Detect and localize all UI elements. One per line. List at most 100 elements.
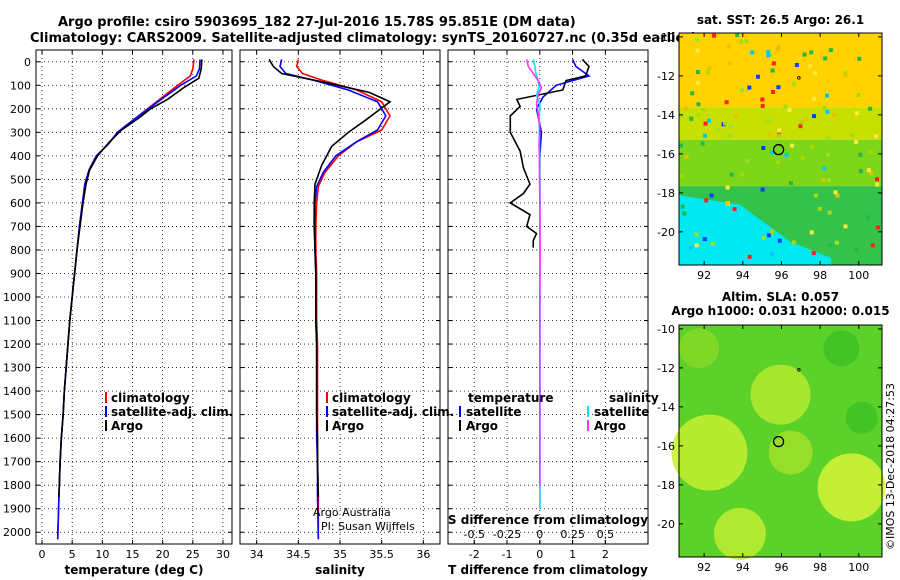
field-speck <box>682 211 687 216</box>
profile-location-marker <box>772 435 785 448</box>
field-speck <box>769 252 774 257</box>
x-tick-label: 0 <box>536 548 543 561</box>
field-speck <box>776 85 781 90</box>
field-speck <box>701 107 706 112</box>
field-speck <box>870 243 875 248</box>
secondary-x-tick-label: -0.5 <box>463 528 484 541</box>
field-speck <box>707 118 712 123</box>
field-speck <box>761 235 766 240</box>
field-speck <box>824 93 829 98</box>
map-x-tick-label: 96 <box>774 561 788 574</box>
legend-label: Argo <box>466 419 498 433</box>
series-line-satellite <box>535 59 591 509</box>
field-speck <box>689 116 694 121</box>
legend-label: satellite <box>594 405 649 419</box>
field-speck <box>706 70 711 75</box>
field-speck <box>770 150 775 155</box>
x-tick-label: 1 <box>569 548 576 561</box>
field-speck <box>868 149 873 154</box>
field-speck <box>875 182 880 187</box>
series-line-salinity_satellite <box>532 59 541 509</box>
sla-map-subtitle: Argo h1000: 0.031 h2000: 0.015 <box>671 304 889 318</box>
field-speck <box>724 100 729 105</box>
plot-frame <box>239 49 441 545</box>
field-speck <box>826 152 831 157</box>
field-speck <box>809 144 814 149</box>
field-speck <box>791 240 796 245</box>
field-speck <box>866 215 871 220</box>
field-speck <box>812 96 817 101</box>
field-speck <box>723 121 728 126</box>
x-tick-label: 20 <box>156 548 170 561</box>
field-speck <box>709 193 714 198</box>
x-tick-label: 30 <box>216 548 230 561</box>
legend-label: satellite <box>466 405 521 419</box>
field-speck <box>745 159 750 164</box>
legend-label: Argo <box>332 419 364 433</box>
field-speck <box>727 44 732 49</box>
field-speck <box>702 237 707 242</box>
field-speck <box>760 187 765 192</box>
field-speck <box>798 124 803 129</box>
field-speck <box>866 168 871 173</box>
x-axis-label: T difference from climatology <box>448 563 648 577</box>
field-speck <box>679 143 684 148</box>
field-speck <box>832 112 837 117</box>
map-y-tick-label: -18 <box>657 187 675 200</box>
sst-map-title: sat. SST: 26.5 Argo: 26.1 <box>697 13 864 27</box>
series-line-salinity_argo <box>525 59 543 486</box>
field-blob <box>817 453 886 522</box>
profile-location-marker <box>772 143 785 156</box>
field-speck <box>766 233 771 238</box>
field-speck <box>732 207 737 212</box>
field-speck <box>680 114 685 119</box>
field-speck <box>770 229 775 234</box>
field-speck <box>775 47 780 52</box>
legend-label: satellite-adj. clim. <box>332 405 454 419</box>
field-speck <box>696 113 701 118</box>
depth-tick-label: 1700 <box>3 456 31 469</box>
field-region-cold <box>679 195 832 265</box>
field-speck <box>788 181 793 186</box>
plot-frame <box>35 49 233 545</box>
map-frame <box>678 32 883 266</box>
map-x-tick-label: 92 <box>697 269 711 282</box>
field-blob <box>768 430 813 475</box>
field-speck <box>729 172 734 177</box>
field-speck <box>727 133 732 138</box>
field-speck <box>707 66 712 71</box>
depth-tick-label: 1300 <box>3 362 31 375</box>
field-blob <box>823 330 860 367</box>
field-speck <box>761 145 766 150</box>
series-line-climatology <box>295 59 391 540</box>
x-tick-label: 2 <box>602 548 609 561</box>
x-tick-label: 35 <box>333 548 347 561</box>
field-speck <box>809 50 814 55</box>
secondary-x-tick-label: 0.5 <box>597 528 615 541</box>
field-speck <box>694 232 699 237</box>
field-speck <box>747 254 752 259</box>
map-y-tick-label: -12 <box>657 70 675 83</box>
temperature-panel: 0 5 10 15 20 25 30 temperature (deg C) 0 100 200 30… <box>3 49 233 577</box>
map-y-tick-label: -16 <box>657 148 675 161</box>
plot-frame <box>447 49 649 545</box>
field-speck <box>684 154 689 159</box>
field-speck <box>800 155 805 160</box>
field-speck <box>794 62 799 67</box>
figure-title: Argo profile: csiro 5903695_182 27-Jul-2… <box>30 15 697 46</box>
x-tick-label: 35.5 <box>369 548 394 561</box>
field-speck <box>874 134 879 139</box>
map-x-tick-label: 92 <box>697 561 711 574</box>
x-axis-label: temperature (deg C) <box>65 563 204 577</box>
field-speck <box>695 37 700 42</box>
depth-tick-label: 1100 <box>3 315 31 328</box>
sst-map-panel: 92 94 96 98 100 -10 -12 -14 -16 -18 -20 sat. SST: 2… <box>657 13 883 282</box>
field-speck <box>777 238 782 243</box>
field-speck <box>777 133 782 138</box>
field-speck <box>766 53 771 58</box>
map-x-tick-label: 94 <box>736 561 750 574</box>
field-speck <box>766 50 771 55</box>
map-y-tick-label: -18 <box>657 479 675 492</box>
field-speck <box>854 248 859 253</box>
